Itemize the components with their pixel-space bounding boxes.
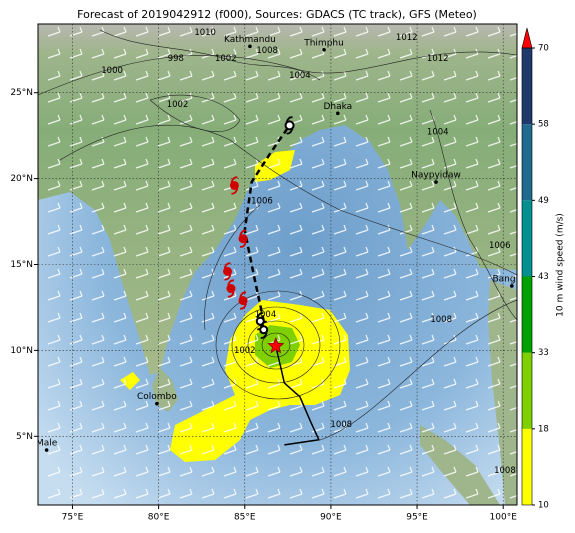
storm-center xyxy=(267,337,285,354)
colorbar-segment xyxy=(522,200,532,277)
colorbar-tick-label: 18 xyxy=(538,424,549,434)
colorbar-tick-label: 33 xyxy=(538,348,549,358)
contour-label: 998 xyxy=(168,54,184,64)
contour-label: 1008 xyxy=(430,315,452,325)
x-tick-label: 75°E xyxy=(62,513,84,523)
track-point-tail xyxy=(285,116,294,135)
colorbar-tick-label: 70 xyxy=(538,44,549,54)
track-point xyxy=(238,234,248,244)
colorbar-segment xyxy=(522,428,532,505)
x-tick-label: 100°E xyxy=(490,513,518,523)
contour-label: 1012 xyxy=(427,54,449,64)
place-marker xyxy=(322,47,326,52)
y-tick-label: 25°N xyxy=(10,88,33,98)
place-marker xyxy=(155,401,159,406)
y-tick-label: 5°N xyxy=(16,432,33,442)
colorbar-tick-label: 49 xyxy=(538,196,549,206)
place-marker xyxy=(510,284,514,288)
track-point xyxy=(238,296,248,306)
contour-label: 1004 xyxy=(255,310,277,320)
track-point-tail xyxy=(227,279,235,298)
x-tick-label: 85°E xyxy=(234,513,256,523)
y-tick-label: 20°N xyxy=(10,174,33,184)
colorbar-tick-label: 10 xyxy=(538,501,549,511)
contour-label: 1006 xyxy=(251,196,273,206)
contour-label: 1004 xyxy=(427,128,449,138)
x-tick-label: 90°E xyxy=(320,513,342,523)
place-label: Male xyxy=(36,439,58,449)
place-label: Kathmandu xyxy=(224,35,276,45)
past-track xyxy=(275,345,320,446)
place-label: Bangkok xyxy=(492,274,532,284)
track-point xyxy=(259,325,269,335)
track-point-tail xyxy=(259,320,268,339)
contour-label: 1002 xyxy=(215,54,237,64)
track-point-tail xyxy=(239,291,247,310)
place-label: Thimphu xyxy=(303,38,344,48)
colorbar-segment xyxy=(522,352,532,429)
track-point xyxy=(229,180,239,190)
map-area: 1010 1008 998 1002 1000 1004 1002 1012 1012 1004 1… xyxy=(36,24,532,505)
colorbar-tick-label: 43 xyxy=(538,272,549,282)
track-point xyxy=(226,284,236,294)
place-label: Colombo xyxy=(137,392,177,402)
y-tick-label: 15°N xyxy=(10,260,33,270)
colorbar-segment xyxy=(522,48,532,125)
x-tick-label: 95°E xyxy=(406,513,428,523)
colorbar: 10 18 33 43 49 58 70 xyxy=(521,27,549,511)
place-marker xyxy=(44,448,49,452)
place-marker xyxy=(336,111,340,116)
colorbar-segment xyxy=(522,124,532,201)
y-tick-label: 10°N xyxy=(10,346,33,356)
contour-label: 1002 xyxy=(234,346,256,356)
track-point-tail xyxy=(239,229,247,248)
overlay: 1010 1008 998 1002 1000 1004 1002 1012 1012 1004 1… xyxy=(36,28,532,476)
place-label: Naypyidaw xyxy=(411,171,461,181)
colorbar-segment xyxy=(522,276,532,353)
track-point xyxy=(284,120,295,131)
colorbar-label: 10 m wind speed (m/s) xyxy=(556,213,566,317)
contour-label: 1012 xyxy=(396,33,418,43)
track-point-tail xyxy=(230,176,239,195)
contour-label: 1008 xyxy=(494,466,516,476)
contour-label: 1008 xyxy=(330,420,352,430)
contour-label: 1008 xyxy=(256,46,278,56)
x-tick-label: 80°E xyxy=(148,513,170,523)
chart-title: Forecast of 2019042912 (f000), Sources: … xyxy=(77,8,477,21)
place-marker xyxy=(248,44,252,49)
axes: 75°E 80°E 85°E 90°E 95°E 100°E 5°N 10°N 15°N 20°N… xyxy=(10,88,517,522)
place-marker xyxy=(434,180,438,184)
contour-label: 1000 xyxy=(101,66,123,76)
colorbar-tick-label: 58 xyxy=(538,120,549,130)
contour-label: 1002 xyxy=(167,100,189,110)
contour-label: 1010 xyxy=(194,28,216,38)
contour-label: 1006 xyxy=(489,241,511,251)
place-label: Dhaka xyxy=(323,102,352,112)
track-point xyxy=(223,266,233,276)
isobars xyxy=(38,29,517,441)
forecast-track xyxy=(243,124,291,322)
track-point-tail xyxy=(223,262,232,281)
contour-label: 1004 xyxy=(289,71,311,81)
colorbar-extend xyxy=(521,27,533,49)
